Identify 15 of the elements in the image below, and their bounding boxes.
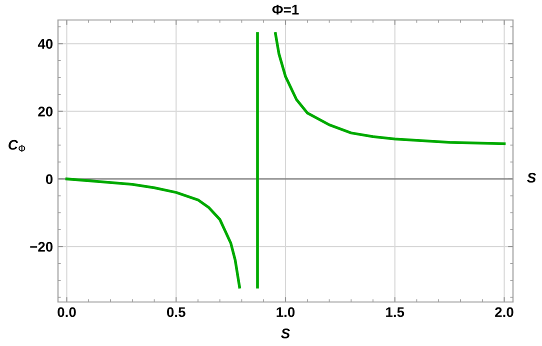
x-tick-label: 1.0 [276,307,295,318]
x-tick-label: 2.0 [495,307,514,318]
chart-title: Φ=1 [272,4,299,15]
line-series [65,178,241,289]
y-tick-label: 20 [38,106,53,116]
x-tick-label: 0.5 [167,307,186,318]
line-series [274,32,506,146]
x-tick-label: 1.5 [386,307,404,318]
text: S [527,172,536,183]
y-axis-title: C$_{Φ}$ [8,140,26,152]
x-axis-title: S [281,328,290,338]
y-tick-label: 40 [38,39,53,49]
y-tick-label: −20 [30,242,53,252]
y-tick-label: 0 [46,174,53,184]
x-tick-label: 0.0 [58,307,76,318]
